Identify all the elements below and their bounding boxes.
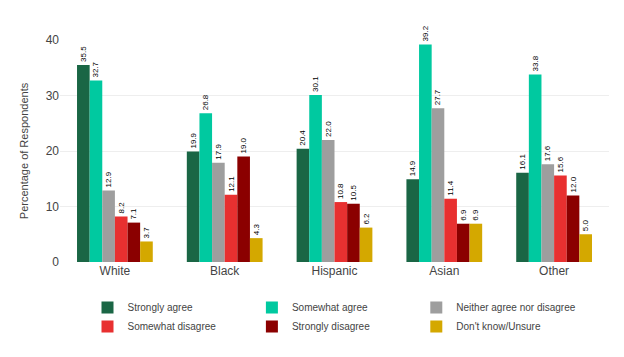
svg-text:16.1: 16.1 — [518, 154, 527, 170]
svg-text:0: 0 — [52, 255, 59, 269]
svg-text:Black: Black — [210, 264, 240, 278]
svg-text:Strongly disagree: Strongly disagree — [292, 321, 370, 332]
svg-text:12.0: 12.0 — [569, 176, 578, 192]
svg-text:Don't know/Unsure: Don't know/Unsure — [456, 321, 541, 332]
svg-text:30.1: 30.1 — [311, 76, 320, 92]
svg-text:15.6: 15.6 — [556, 156, 565, 172]
svg-text:17.6: 17.6 — [543, 145, 552, 161]
svg-text:Strongly agree: Strongly agree — [128, 302, 193, 313]
svg-text:14.9: 14.9 — [408, 160, 417, 176]
svg-text:7.1: 7.1 — [129, 208, 138, 220]
svg-text:20: 20 — [46, 144, 60, 158]
svg-text:White: White — [100, 264, 131, 278]
svg-text:22.0: 22.0 — [324, 121, 333, 137]
svg-text:Hispanic: Hispanic — [311, 264, 357, 278]
svg-text:27.7: 27.7 — [433, 89, 442, 105]
svg-text:17.9: 17.9 — [214, 144, 223, 160]
svg-text:Neither agree nor disagree: Neither agree nor disagree — [456, 302, 575, 313]
svg-text:12.9: 12.9 — [104, 171, 113, 187]
svg-text:35.5: 35.5 — [79, 46, 88, 62]
svg-text:11.4: 11.4 — [446, 180, 455, 196]
svg-text:Percentage of Respondents: Percentage of Respondents — [18, 82, 30, 219]
svg-text:3.7: 3.7 — [142, 227, 151, 239]
svg-text:6.9: 6.9 — [471, 209, 480, 221]
svg-text:10: 10 — [46, 200, 60, 214]
svg-text:30: 30 — [46, 89, 60, 103]
svg-text:6.9: 6.9 — [459, 209, 468, 221]
svg-text:20.4: 20.4 — [298, 130, 307, 146]
svg-text:12.1: 12.1 — [227, 176, 236, 192]
svg-text:Somewhat disagree: Somewhat disagree — [128, 321, 217, 332]
svg-text:5.0: 5.0 — [581, 220, 590, 232]
svg-text:6.2: 6.2 — [362, 213, 371, 225]
svg-text:8.2: 8.2 — [117, 202, 126, 214]
svg-text:40: 40 — [46, 33, 60, 47]
svg-text:4.3: 4.3 — [252, 223, 261, 235]
svg-text:26.8: 26.8 — [201, 94, 210, 110]
svg-text:19.9: 19.9 — [189, 132, 198, 148]
svg-text:10.5: 10.5 — [349, 185, 358, 201]
svg-text:Other: Other — [539, 264, 569, 278]
svg-text:33.8: 33.8 — [531, 55, 540, 71]
svg-text:Somewhat agree: Somewhat agree — [292, 302, 368, 313]
svg-text:32.7: 32.7 — [91, 61, 100, 77]
svg-text:19.0: 19.0 — [239, 137, 248, 153]
svg-text:10.8: 10.8 — [336, 183, 345, 199]
svg-text:Asian: Asian — [429, 264, 459, 278]
svg-text:39.2: 39.2 — [421, 25, 430, 41]
